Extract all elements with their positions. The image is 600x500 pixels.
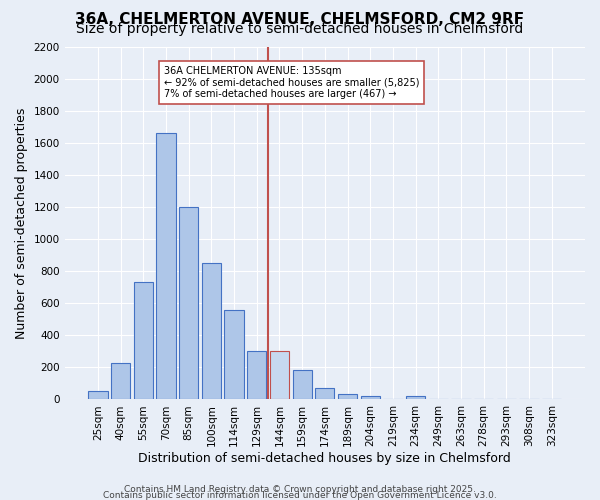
X-axis label: Distribution of semi-detached houses by size in Chelmsford: Distribution of semi-detached houses by … bbox=[139, 452, 511, 465]
Bar bbox=[157, 133, 176, 400]
Bar bbox=[315, 388, 334, 400]
Bar bbox=[247, 352, 266, 400]
Text: Contains HM Land Registry data © Crown copyright and database right 2025.: Contains HM Land Registry data © Crown c… bbox=[124, 485, 476, 494]
Bar bbox=[270, 352, 289, 400]
Bar bbox=[134, 282, 153, 400]
Bar bbox=[179, 207, 199, 400]
Bar bbox=[111, 364, 130, 400]
Text: 36A, CHELMERTON AVENUE, CHELMSFORD, CM2 9RF: 36A, CHELMERTON AVENUE, CHELMSFORD, CM2 … bbox=[76, 12, 524, 26]
Text: Size of property relative to semi-detached houses in Chelmsford: Size of property relative to semi-detach… bbox=[76, 22, 524, 36]
Bar bbox=[361, 396, 380, 400]
Bar bbox=[224, 310, 244, 400]
Text: Contains public sector information licensed under the Open Government Licence v3: Contains public sector information licen… bbox=[103, 490, 497, 500]
Bar bbox=[202, 263, 221, 400]
Bar bbox=[406, 396, 425, 400]
Text: 36A CHELMERTON AVENUE: 135sqm
← 92% of semi-detached houses are smaller (5,825)
: 36A CHELMERTON AVENUE: 135sqm ← 92% of s… bbox=[164, 66, 419, 99]
Bar bbox=[88, 392, 107, 400]
Bar bbox=[293, 370, 312, 400]
Bar bbox=[338, 394, 357, 400]
Y-axis label: Number of semi-detached properties: Number of semi-detached properties bbox=[15, 108, 28, 338]
